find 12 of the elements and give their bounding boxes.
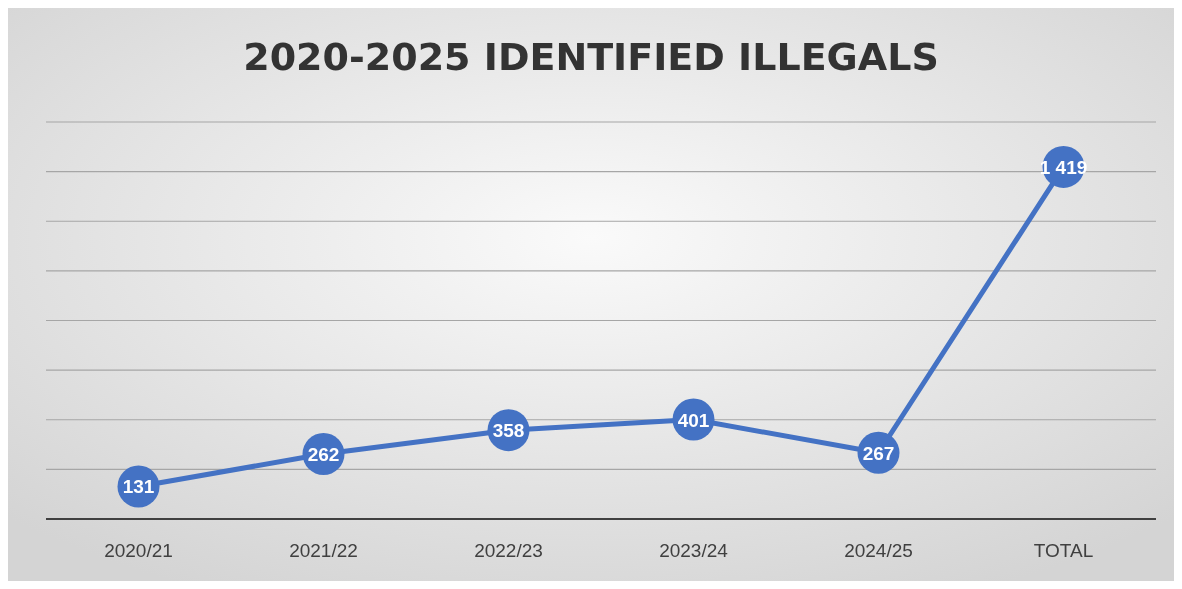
data-label: 262 [307,443,340,465]
data-label: 267 [862,442,895,464]
x-tick-label: TOTAL [1033,540,1094,561]
x-tick-label: 2022/23 [474,540,543,561]
data-label: 401 [677,409,710,431]
x-tick-label: 2023/24 [659,540,729,561]
data-label: 131 [122,476,155,498]
x-tick-label: 2024/25 [844,540,913,561]
data-label: 358 [492,420,525,442]
chart-title: 2020-2025 IDENTIFIED ILLEGALS [243,35,939,79]
x-tick-label: 2021/22 [289,540,358,561]
x-tick-label: 2020/21 [104,540,173,561]
